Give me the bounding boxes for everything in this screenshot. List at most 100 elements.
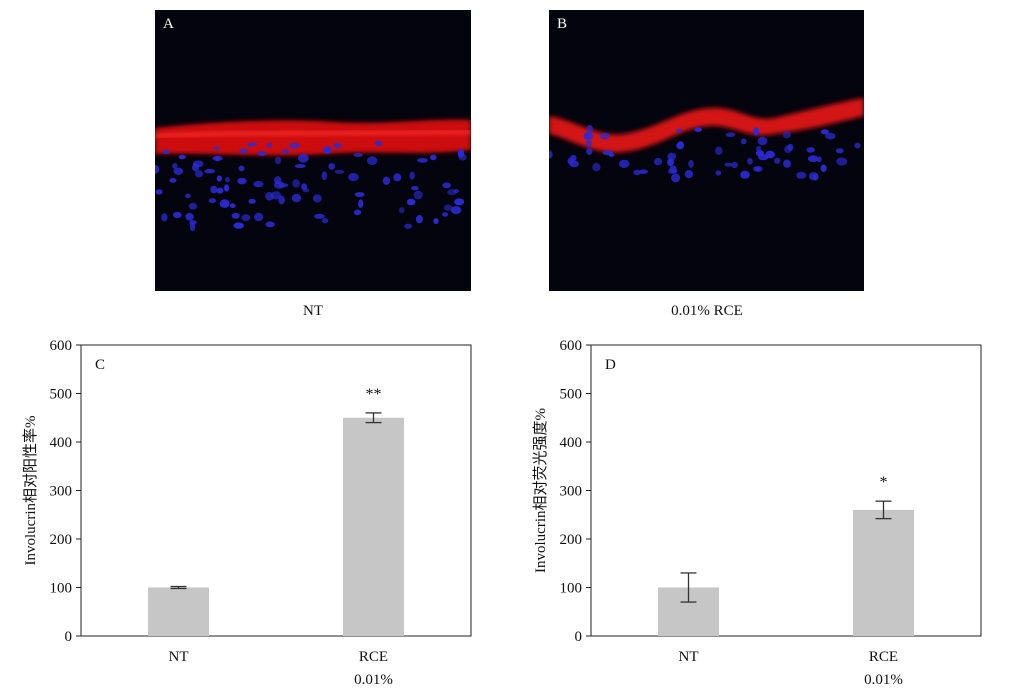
y-tick-label: 400 bbox=[560, 435, 583, 451]
nucleus bbox=[765, 150, 775, 159]
nucleus bbox=[633, 169, 641, 176]
micrograph-rce: B bbox=[549, 10, 864, 291]
nucleus bbox=[270, 191, 282, 200]
nucleus bbox=[731, 161, 738, 169]
panel-letter-b: B bbox=[557, 16, 568, 32]
nucleus bbox=[404, 223, 413, 229]
caption-rce: 0.01% RCE bbox=[671, 303, 743, 319]
chart-c: 0 100 200 300 400 500 600 C Involucrin相对阳性率% NT **… bbox=[22, 338, 472, 688]
nucleus bbox=[756, 146, 762, 153]
nucleus bbox=[208, 198, 217, 204]
x-tick-sublabel: 0.01% bbox=[864, 672, 903, 688]
nucleus bbox=[676, 128, 683, 133]
nucleus bbox=[231, 212, 240, 219]
nucleus bbox=[417, 158, 428, 163]
nucleus bbox=[724, 162, 733, 167]
nucleus bbox=[382, 176, 391, 185]
nucleus bbox=[291, 193, 302, 203]
nucleus bbox=[210, 185, 218, 194]
micrograph-nt-drawing bbox=[155, 119, 471, 232]
nucleus bbox=[353, 209, 362, 216]
nucleus bbox=[173, 167, 184, 175]
nucleus bbox=[782, 131, 791, 139]
bar bbox=[853, 509, 914, 636]
nucleus bbox=[334, 169, 345, 174]
nucleus bbox=[694, 127, 702, 132]
y-axis-label: Involucrin相对阳性率% bbox=[22, 416, 39, 566]
nucleus bbox=[225, 176, 230, 183]
nucleus bbox=[219, 199, 230, 208]
nucleus bbox=[298, 153, 309, 163]
nucleus bbox=[162, 149, 170, 155]
nucleus bbox=[453, 188, 459, 194]
nucleus bbox=[806, 147, 815, 153]
nucleus bbox=[688, 159, 694, 168]
nucleus bbox=[348, 173, 359, 182]
nucleus bbox=[178, 154, 186, 160]
nucleus bbox=[836, 157, 848, 166]
nucleus bbox=[212, 155, 223, 161]
panel-letter: D bbox=[605, 357, 616, 373]
nucleus bbox=[367, 156, 378, 166]
y-tick-label: 0 bbox=[65, 629, 73, 645]
nucleus bbox=[784, 145, 792, 154]
y-tick-label: 400 bbox=[50, 435, 73, 451]
y-tick-label: 0 bbox=[575, 629, 583, 645]
nucleus bbox=[443, 204, 453, 211]
nucleus bbox=[454, 198, 465, 206]
nucleus bbox=[233, 222, 244, 229]
nucleus bbox=[374, 140, 382, 146]
nucleus bbox=[301, 183, 308, 190]
nucleus bbox=[294, 164, 306, 169]
x-tick-label: NT bbox=[169, 649, 189, 665]
nucleus bbox=[398, 207, 405, 214]
nucleus bbox=[854, 142, 861, 149]
nucleus bbox=[715, 170, 722, 176]
nucleus bbox=[254, 212, 264, 222]
nucleus bbox=[753, 127, 760, 136]
nucleus bbox=[257, 151, 267, 156]
nucleus bbox=[223, 184, 230, 192]
caption-nt: NT bbox=[303, 303, 323, 319]
nucleus bbox=[155, 189, 163, 195]
nucleus bbox=[684, 170, 694, 179]
nucleus bbox=[585, 139, 592, 148]
nucleus bbox=[358, 199, 364, 208]
nucleus bbox=[725, 132, 736, 137]
nucleus bbox=[757, 136, 768, 146]
nucleus bbox=[328, 163, 336, 170]
nucleus bbox=[230, 203, 236, 208]
nucleus bbox=[238, 148, 249, 154]
nucleus bbox=[820, 164, 827, 172]
nucleus bbox=[820, 129, 829, 135]
nucleus bbox=[409, 171, 415, 180]
nucleus bbox=[273, 181, 285, 189]
bar bbox=[148, 587, 209, 636]
significance-marker: * bbox=[880, 474, 888, 491]
nucleus bbox=[278, 195, 285, 205]
nucleus bbox=[314, 213, 325, 219]
y-tick-label: 100 bbox=[560, 581, 583, 597]
x-tick-sublabel: 0.01% bbox=[354, 672, 393, 688]
nucleus bbox=[783, 159, 791, 168]
nucleus bbox=[248, 198, 256, 204]
nucleus bbox=[740, 170, 750, 179]
nucleus bbox=[774, 157, 781, 164]
nucleus bbox=[415, 215, 423, 224]
nucleus bbox=[334, 142, 343, 149]
nucleus bbox=[204, 169, 216, 174]
nucleus bbox=[354, 192, 365, 197]
nucleus bbox=[185, 193, 191, 199]
nucleus bbox=[292, 179, 300, 188]
nucleus bbox=[549, 150, 553, 159]
nucleus bbox=[608, 153, 615, 157]
y-tick-label: 600 bbox=[50, 338, 73, 354]
nucleus bbox=[393, 173, 402, 182]
nucleus bbox=[618, 159, 630, 168]
x-tick-label: RCE bbox=[359, 649, 388, 665]
nucleus bbox=[599, 132, 611, 140]
nucleus bbox=[430, 154, 437, 161]
nucleus bbox=[216, 187, 224, 194]
y-tick-label: 500 bbox=[560, 387, 583, 403]
chart-d: 0 100 200 300 400 500 600 D Involucrin相对荧光强度% NT *… bbox=[532, 338, 982, 688]
